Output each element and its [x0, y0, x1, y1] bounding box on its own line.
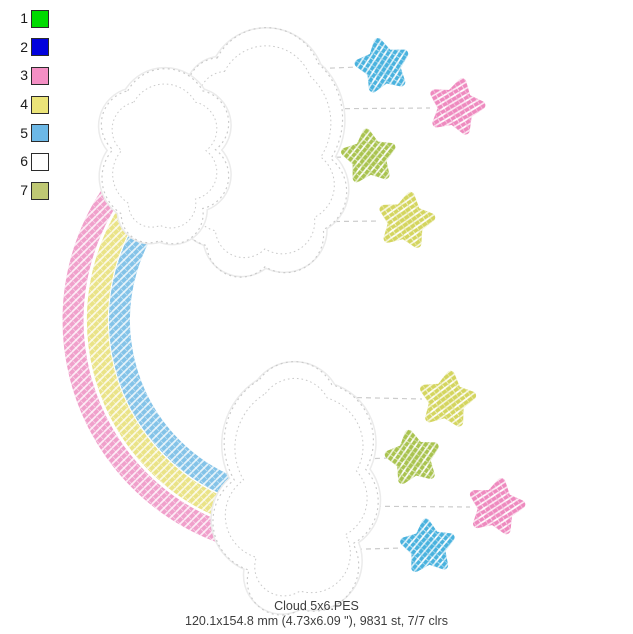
star-top-green: [343, 130, 394, 179]
palette-number: 7: [20, 182, 28, 199]
palette-number: 2: [20, 38, 28, 55]
palette-row: 3: [14, 66, 49, 85]
palette-row: 2: [14, 38, 49, 57]
status-caption: Cloud 5x6.PES 120.1x154.8 mm (4.73x6.09 …: [0, 599, 633, 629]
palette-swatch-pink[interactable]: [31, 66, 49, 85]
palette-swatch-white[interactable]: [31, 152, 49, 171]
palette-swatch-blue[interactable]: [31, 38, 49, 57]
palette-row: 1: [14, 9, 49, 28]
star-bottom-pink: [468, 477, 524, 531]
palette-number: 1: [20, 10, 28, 26]
palette-swatch-pale-yellow[interactable]: [31, 95, 49, 114]
palette-row: 4: [14, 95, 49, 114]
palette-number: 3: [20, 67, 28, 84]
palette-swatch-green[interactable]: [31, 9, 49, 28]
palette-number: 5: [20, 124, 28, 141]
rainbow-band-pink: [62, 142, 248, 551]
star-bottom-green: [386, 430, 439, 481]
palette-number: 4: [20, 96, 28, 113]
palette-panel: 1 2 3 4 5 6 7: [14, 9, 49, 200]
palette-row: 7: [14, 181, 49, 200]
palette-number: 6: [20, 153, 28, 170]
caption-details: 120.1x154.8 mm (4.73x6.09 "), 9831 st, 7…: [185, 614, 448, 628]
star-bottom-yellow: [420, 372, 474, 424]
palette-swatch-light-blue[interactable]: [31, 124, 49, 143]
star-bottom-blue: [403, 521, 453, 569]
palette-row: 5: [14, 124, 49, 143]
star-top-pink: [428, 77, 485, 133]
caption-filename: Cloud 5x6.PES: [274, 599, 359, 613]
star-top-yellow: [379, 192, 434, 245]
palette-row: 6: [14, 152, 49, 171]
string: [329, 396, 423, 400]
palette-swatch-olive[interactable]: [31, 181, 49, 200]
string: [299, 156, 347, 159]
star-top-blue: [355, 37, 410, 90]
cloud-bottom: [213, 362, 378, 616]
